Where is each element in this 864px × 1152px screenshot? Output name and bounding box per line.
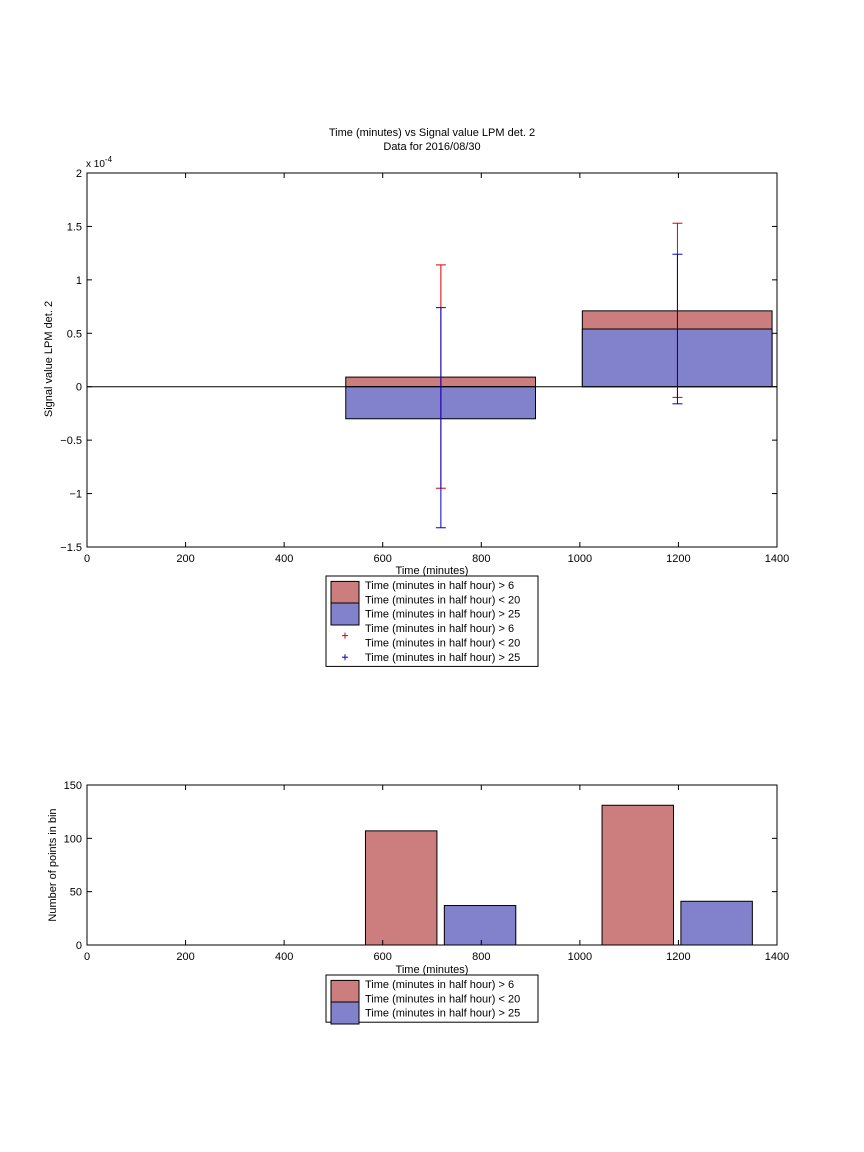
- x-tick-label: 1200: [666, 553, 690, 565]
- legend-label: Time (minutes in half hour) > 6: [365, 623, 514, 635]
- x-axis-label: Time (minutes): [396, 964, 469, 976]
- y-tick-label: 100: [64, 833, 82, 845]
- x-tick-label: 400: [275, 553, 293, 565]
- legend-label: Time (minutes in half hour) < 20: [365, 993, 520, 1005]
- x-tick-label: 1400: [765, 951, 789, 963]
- y-tick-label: −1.5: [60, 542, 82, 554]
- y-tick-label: 1: [76, 275, 82, 287]
- y-tick-label: −1: [69, 489, 82, 501]
- x-tick-label: 0: [84, 951, 90, 963]
- legend-label: Time (minutes in half hour) > 25: [365, 1008, 520, 1020]
- chart-title: Time (minutes) vs Signal value LPM det. …: [329, 127, 535, 139]
- y-tick-label: 1.5: [67, 221, 82, 233]
- bar: [680, 900, 753, 946]
- y-axis-label: Signal value LPM det. 2: [43, 301, 55, 417]
- y-exponent-label: x 10-4: [86, 155, 113, 170]
- legend-label: Time (minutes in half hour) < 20: [365, 638, 520, 650]
- chart-subtitle: Data for 2016/08/30: [383, 141, 480, 153]
- x-tick-label: 800: [472, 951, 490, 963]
- legend-box: [325, 575, 539, 667]
- y-tick-label: 2: [76, 168, 82, 180]
- count-chart: Number of points in bin Time (minutes) 0…: [47, 780, 789, 1025]
- x-tick-label: 1000: [568, 951, 592, 963]
- legend-label: Time (minutes in half hour) > 6: [365, 580, 514, 592]
- x-tick-label: 1200: [666, 951, 690, 963]
- y-axis-label: Number of points in bin: [47, 808, 59, 921]
- x-tick-label: 400: [275, 951, 293, 963]
- plot-frame: [86, 172, 778, 548]
- plot-frame: [86, 784, 778, 946]
- y-tick-label: −0.5: [60, 435, 82, 447]
- signal-chart: Time (minutes) vs Signal value LPM det. …: [43, 127, 789, 667]
- legend-swatch: [330, 580, 360, 604]
- x-tick-label: 600: [374, 553, 392, 565]
- x-tick-label: 1000: [568, 553, 592, 565]
- x-tick-label: 600: [374, 951, 392, 963]
- x-axis-label: Time (minutes): [396, 565, 469, 577]
- x-tick-label: 200: [176, 553, 194, 565]
- legend-label: Time (minutes in half hour) > 25: [365, 609, 520, 621]
- y-tick-label: 150: [64, 780, 82, 792]
- bar: [443, 905, 517, 946]
- y-exponent-base: x 10: [86, 159, 105, 170]
- y-tick-label: 0: [76, 940, 82, 952]
- x-tick-label: 0: [84, 553, 90, 565]
- y-exponent-power: -4: [105, 155, 113, 164]
- legend: Time (minutes in half hour) > 6 Time (min…: [325, 575, 539, 667]
- legend-swatch: [330, 979, 360, 1003]
- bar: [601, 804, 674, 946]
- legend-label: Time (minutes in half hour) > 6: [365, 979, 514, 991]
- legend-label: Time (minutes in half hour) < 20: [365, 594, 520, 606]
- bar: [364, 830, 438, 946]
- legend-swatch: [330, 1001, 360, 1025]
- y-tick-label: 50: [70, 887, 82, 899]
- y-tick-label: 0: [76, 382, 82, 394]
- legend-box: [325, 974, 539, 1023]
- legend-label: Time (minutes in half hour) > 25: [365, 652, 520, 664]
- x-tick-label: 200: [176, 951, 194, 963]
- x-tick-label: 1400: [765, 553, 789, 565]
- legend-swatch: [330, 602, 360, 626]
- legend: Time (minutes in half hour) > 6 Time (min…: [325, 974, 539, 1025]
- x-tick-label: 800: [472, 553, 490, 565]
- y-tick-label: 0.5: [67, 328, 82, 340]
